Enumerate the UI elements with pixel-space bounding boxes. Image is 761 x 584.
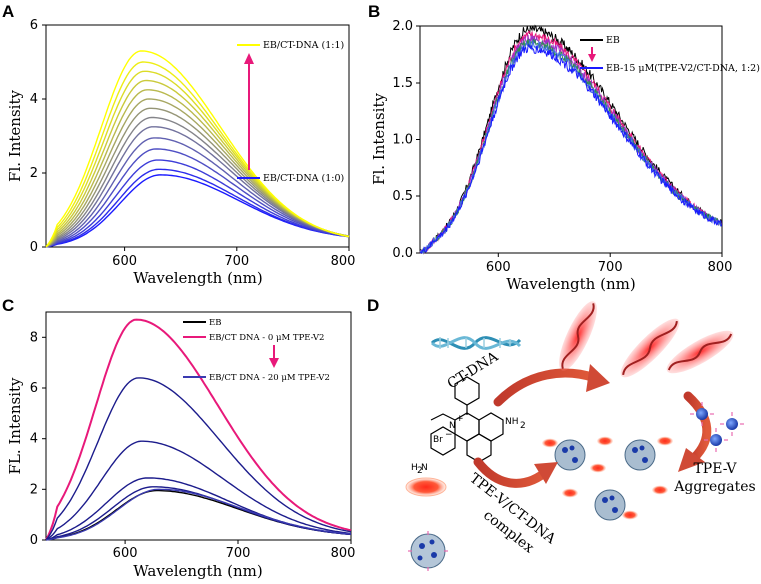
panel-a-xtick-800: 800 (331, 254, 356, 269)
panel-c-xtick-600: 600 (113, 546, 138, 561)
chem-h2n-left-n: N (421, 463, 428, 473)
panel-a: A 0 2 4 6 600 700 800 Wavelength (nm) Fl… (2, 2, 355, 287)
panel-b-xlabel: Wavelength (nm) (506, 275, 635, 293)
panel-c: C 0 2 4 6 8 600 700 800 Wavelength (nm) … (2, 296, 355, 580)
panel-a-xtick-600: 600 (112, 254, 137, 269)
panel-a-arrow-head (244, 53, 254, 64)
panel-c-series-2 (45, 377, 352, 541)
panel-a-frame (45, 24, 350, 248)
panel-b-xtick-700: 700 (598, 260, 623, 275)
panel-b-ytick-20: 2.0 (392, 19, 413, 34)
ct-dna-label: CT-DNA (445, 348, 502, 392)
panel-c-series-6 (45, 488, 352, 541)
panel-c-series-4 (45, 477, 352, 541)
panel-d-label: D (367, 296, 379, 315)
panel-c-legend-eb: EB (209, 318, 221, 328)
panel-a-legend-top: EB/CT-DNA (1:1) (263, 40, 344, 51)
arrow-tpev-aggregates (683, 391, 712, 463)
panel-c-ytick-8: 8 (30, 330, 38, 345)
panel-b-ytick-05: 0.5 (392, 189, 413, 204)
panel-b-ytick-10: 1.0 (392, 133, 413, 148)
panel-a-curve-5 (45, 126, 350, 248)
panel-c-curves (45, 318, 352, 541)
chem-minus: − (445, 430, 453, 440)
panel-c-xtick-800: 800 (331, 546, 356, 561)
panel-b-label: B (368, 2, 380, 21)
panel-b-curves (419, 24, 722, 255)
panel-a-legend-bottom: EB/CT-DNA (1:0) (263, 173, 344, 184)
panel-c-ytick-4: 4 (30, 432, 38, 447)
panel-a-y-ticks: 0 2 4 6 (30, 18, 46, 255)
panel-b-ytick-15: 1.5 (392, 76, 413, 91)
panel-b-xtick-600: 600 (486, 260, 511, 275)
eb-dna-strands (559, 301, 734, 378)
panel-b-x-ticks: 600 700 800 (486, 253, 733, 275)
eb-ellipse-icon (405, 477, 447, 497)
panel-a-ytick-4: 4 (30, 92, 38, 107)
panel-c-legend-20um: EB/CT DNA - 20 μM TPE-V2 (209, 373, 330, 383)
panel-a-curves (45, 50, 350, 248)
panel-a-curve-1 (45, 168, 350, 248)
arrow-tpev-head (678, 448, 705, 472)
chem-n: N (449, 421, 456, 431)
panel-c-ylabel: FL. Intensity (6, 377, 24, 475)
panel-b-legend-bottom: EB-15 μM(TPE-V2/CT-DNA, 1:2) (606, 63, 760, 74)
tpev-aggregate-icons (690, 402, 744, 452)
panel-a-xlabel: Wavelength (nm) (133, 269, 262, 287)
panel-c-xlabel: Wavelength (nm) (133, 562, 262, 580)
panel-c-label: C (2, 296, 14, 315)
panel-b-ytick-0: 0.0 (392, 246, 413, 261)
panel-a-x-ticks: 600 700 800 (112, 247, 355, 269)
tpev-label-2: Aggregates (673, 479, 755, 495)
panel-c-ytick-2: 2 (30, 482, 38, 497)
panel-c-x-ticks: 600 700 800 (113, 540, 356, 561)
panel-b-y-ticks: 0.0 0.5 1.0 1.5 2.0 (392, 19, 420, 261)
panel-b: B 0.0 0.5 1.0 1.5 2.0 600 700 800 Wavele… (368, 2, 760, 293)
arrow-dna-to-complex (493, 368, 600, 407)
chem-br: Br (433, 435, 443, 445)
chem-nh2-right-sub: 2 (520, 421, 526, 431)
ethidium-structure (430, 376, 504, 463)
panel-a-label: A (2, 2, 14, 21)
panel-a-ytick-0: 0 (30, 240, 38, 255)
panel-a-curve-3 (45, 148, 350, 248)
panel-a-ylabel: Fl. Intensity (6, 90, 24, 182)
panel-b-legend-top: EB (606, 35, 620, 46)
panel-d: D CT-DNA (367, 296, 756, 571)
panel-c-arrow-head (269, 358, 279, 368)
panel-a-xtick-700: 700 (224, 254, 249, 269)
panel-c-series-1 (45, 318, 352, 541)
panel-c-ytick-6: 6 (30, 381, 38, 396)
panel-a-curve-4 (45, 137, 350, 248)
panel-c-ytick-0: 0 (30, 533, 38, 548)
chem-h2n-left: H (411, 463, 418, 473)
chem-h2n-left-sub: 2 (417, 466, 423, 476)
panel-a-curve-13 (45, 50, 350, 248)
panel-a-ytick-2: 2 (30, 166, 38, 181)
tpev-label-1: TPE-V (693, 461, 737, 477)
arrow-dna-head (586, 364, 610, 392)
panel-c-frame (45, 311, 352, 541)
panel-b-xtick-800: 800 (708, 260, 733, 275)
panel-c-xtick-700: 700 (226, 546, 251, 561)
panel-b-series-5 (419, 43, 722, 254)
arrow-eb-head (534, 462, 558, 484)
panel-c-legend-0um: EB/CT DNA - 0 μM TPE-V2 (209, 333, 324, 343)
panel-c-y-ticks: 0 2 4 6 8 (30, 330, 46, 548)
chem-nh2-right: NH (505, 417, 519, 427)
panel-a-ytick-6: 6 (30, 18, 38, 33)
tpev-ctdna-complex-icon (408, 531, 448, 571)
ct-dna-helix (430, 336, 522, 350)
chem-plus: + (456, 414, 464, 424)
panel-b-ylabel: Fl. Intensity (370, 93, 388, 185)
panel-c-series-3 (45, 440, 352, 541)
panel-a-curve-2 (45, 159, 350, 248)
panel-b-arrow-head (588, 54, 596, 62)
complex-aggregates (542, 436, 673, 521)
